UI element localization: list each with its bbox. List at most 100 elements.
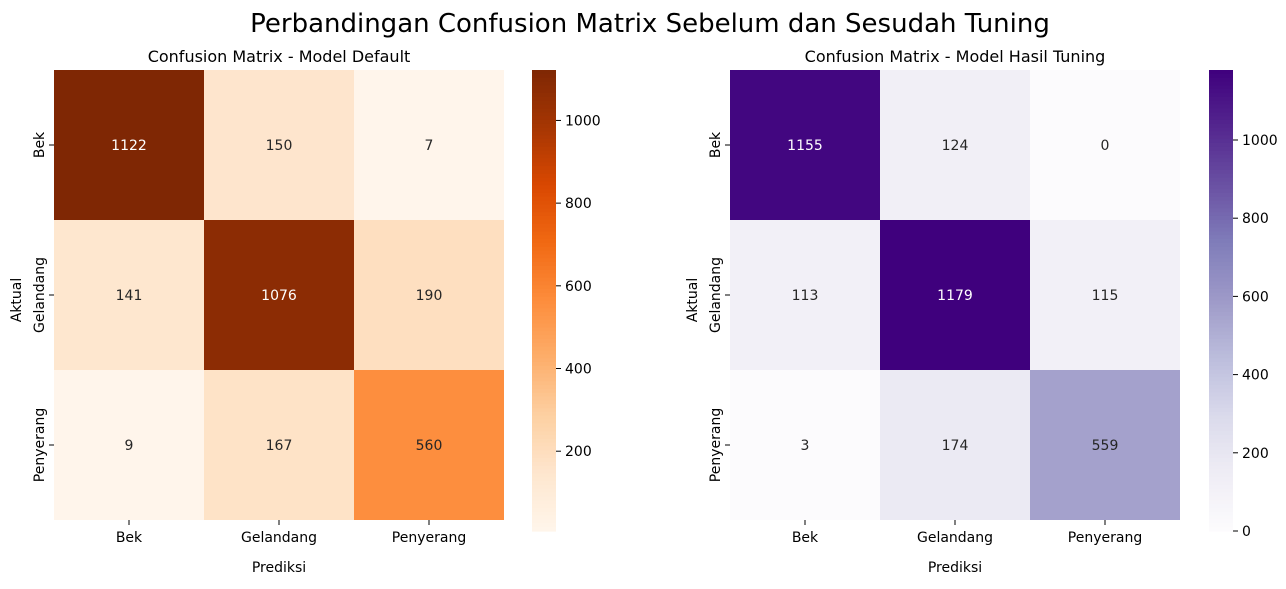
colorbar-segment [532,108,556,113]
colorbar-segment [1209,77,1233,83]
colorbar-segment [532,365,556,371]
colorbar-segment [1209,81,1233,86]
colorbar-segment [532,465,556,471]
colorbar-segment [1209,158,1233,163]
colorbar-segment [1209,223,1233,229]
colorbar-segment [532,354,556,359]
heatmap-cell-tuning-2-1 [880,370,1030,520]
colorbar-segment [532,331,556,336]
y-tick-label: Gelandang [32,257,48,333]
heatmap-cell-tuning-1-2 [1030,220,1180,370]
colorbar-segment [1209,404,1233,409]
y-axis-label-tuning: Aktual [685,278,701,323]
colorbar-segment [532,142,556,148]
heatmap-cell-default-0-1 [204,70,354,220]
colorbar-segment [1209,181,1233,186]
colorbar-segment [1209,146,1233,152]
cell-value-label: 1155 [787,138,823,154]
colorbar-segment [532,312,556,317]
colorbar-segment [1209,411,1233,417]
colorbar-tick-label: 0 [1242,524,1251,540]
colorbar-segment [1209,185,1233,190]
colorbar-segment [1209,273,1233,279]
y-ticks-default: Bek Gelandang Penyerang [32,131,54,482]
colorbar-segment [1209,246,1233,252]
colorbar-segment [1209,254,1233,259]
colorbar-segment [1209,354,1233,359]
panel-title-tuning: Confusion Matrix - Model Hasil Tuning [805,47,1106,66]
colorbar-segment [532,419,556,425]
colorbar-segment [532,335,556,340]
colorbar-segment [1209,281,1233,286]
colorbar-segment [532,250,556,255]
colorbar-segment [532,296,556,302]
colorbar-segment [1209,515,1233,521]
colorbar-segment [1209,262,1233,267]
cell-value-label: 141 [116,288,143,304]
colorbar-segment [1209,196,1233,202]
colorbar-segment [1209,358,1233,363]
colorbar-segment [532,481,556,486]
colorbar-segment [1209,504,1233,509]
colorbar-segment [1209,315,1233,321]
colorbar-segment [1209,365,1233,371]
colorbar-segment [532,308,556,313]
heatmap-cell-tuning-0-2 [1030,70,1180,220]
colorbar-tick-label: 400 [565,362,592,378]
colorbar-segment [532,100,556,106]
colorbar-segment [1209,442,1233,448]
y-tick-label: Bek [32,131,48,158]
colorbar-segment [1209,127,1233,133]
colorbar-segment [1209,85,1233,90]
colorbar-segment [532,131,556,136]
colorbar-segment [1209,446,1233,451]
colorbar-segment [1209,93,1233,98]
heatmap-cell-default-2-2 [354,370,504,520]
colorbar-segment [1209,96,1233,102]
y-tick-label: Penyerang [32,408,48,482]
colorbar-tick-label: 200 [1242,446,1269,462]
colorbar-segment [1209,173,1233,179]
cell-value-label: 1076 [261,288,297,304]
colorbar-segment [1209,277,1233,282]
colorbar-segment [1209,400,1233,405]
cell-value-label: 559 [1092,438,1119,454]
colorbar-tick-label: 200 [565,444,592,460]
heatmap-cell-default-1-0 [54,220,204,370]
colorbar-segment [532,262,556,267]
colorbar-tick-label: 400 [1242,368,1269,384]
colorbar-segment [532,434,556,440]
colorbar-segment [532,400,556,405]
colorbar-segment [532,269,556,275]
colorbar-segment [1209,312,1233,317]
colorbar-segment [532,192,556,198]
cell-value-label: 150 [266,138,293,154]
colorbar-segment [532,181,556,186]
colorbar-segment [1209,204,1233,209]
colorbar-segment [1209,235,1233,240]
colorbar-segment [1209,419,1233,425]
cell-value-label: 1179 [937,288,973,304]
cell-value-label: 124 [942,138,969,154]
colorbar-segment [532,89,556,94]
x-tick-label: Gelandang [917,530,993,546]
colorbar-segment [532,411,556,417]
colorbar-segment [532,223,556,229]
figure-suptitle: Perbandingan Confusion Matrix Sebelum da… [250,9,1050,39]
colorbar-segment [1209,300,1233,305]
colorbar-segment [532,442,556,448]
colorbar-segment [1209,477,1233,482]
cell-value-label: 190 [416,288,443,304]
colorbar-segment [532,388,556,394]
heatmap-cells-default: 1122 150 7 141 1076 190 9 167 560 [54,70,504,520]
colorbar-segment [1209,73,1233,79]
colorbar-segment [1209,119,1233,125]
colorbar-segment [532,77,556,83]
x-axis-label-default: Prediksi [252,560,306,576]
colorbar-segment [1209,269,1233,275]
colorbar-segment [532,492,556,498]
colorbar-segment [532,327,556,332]
colorbar-segment [532,315,556,321]
colorbar-segment [532,116,556,121]
